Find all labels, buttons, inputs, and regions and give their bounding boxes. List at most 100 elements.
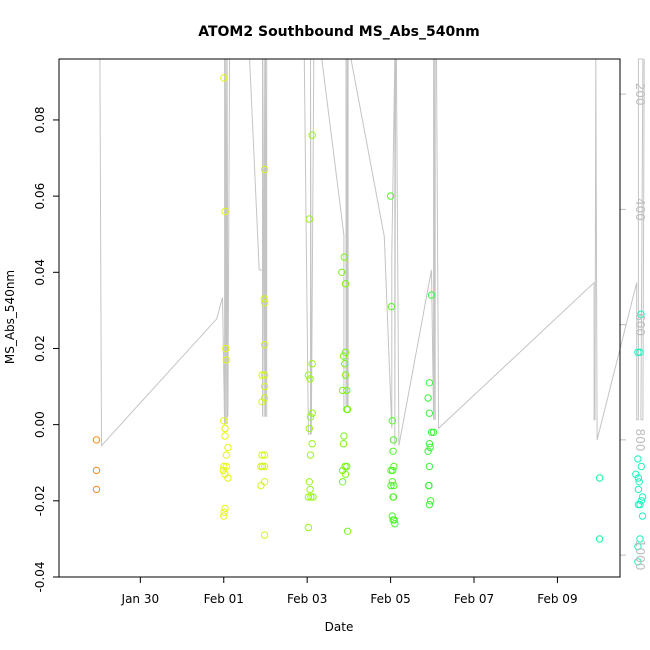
- data-point: [389, 447, 397, 455]
- data-point: [390, 516, 398, 524]
- data-point: [92, 485, 101, 494]
- data-point: [309, 493, 317, 501]
- data-point: [221, 432, 229, 440]
- series-feb-10: [595, 474, 604, 543]
- data-point: [632, 470, 640, 478]
- data-point: [258, 462, 267, 471]
- series-feb-05: [386, 192, 399, 528]
- y-tick-label: 0.04: [33, 259, 47, 286]
- data-point: [339, 440, 348, 448]
- data-point: [308, 440, 316, 448]
- data-point: [637, 462, 645, 471]
- data-point: [638, 512, 647, 520]
- y2-tick-label: 200: [633, 83, 647, 106]
- data-point: [426, 497, 435, 505]
- y-tick-label: 0.08: [33, 107, 47, 134]
- y2-tick-label: 1000: [633, 540, 647, 571]
- data-point: [224, 443, 232, 452]
- data-point: [389, 436, 398, 444]
- series-jan-28: [92, 436, 101, 494]
- data-point: [306, 375, 314, 383]
- data-point: [221, 207, 229, 216]
- data-point: [224, 474, 232, 482]
- data-point: [258, 371, 266, 379]
- data-point: [425, 500, 434, 509]
- data-point: [424, 447, 432, 455]
- data-point: [340, 432, 348, 440]
- y-tick-label: 0.06: [33, 183, 47, 210]
- data-point: [340, 253, 348, 261]
- data-point: [308, 409, 316, 417]
- data-point: [595, 535, 604, 543]
- data-point: [387, 481, 395, 490]
- y2-tick-label: 400: [633, 198, 647, 221]
- data-point: [260, 462, 269, 471]
- axes-layer: Jan 30 Feb 01 Feb 03 Feb 05 Feb 07 Feb 09 -0.0…: [33, 83, 647, 606]
- data-point: [260, 478, 269, 486]
- data-point: [260, 295, 268, 303]
- chart-title: ATOM2 Southbound MS_Abs_540nm: [198, 24, 480, 40]
- data-point: [424, 394, 432, 402]
- data-point: [341, 348, 350, 356]
- series-feb-03: [304, 131, 317, 532]
- data-point: [424, 481, 433, 490]
- data-point: [638, 493, 647, 501]
- series-feb-06: [424, 291, 438, 509]
- data-point: [221, 504, 229, 513]
- data-points-layer: [92, 74, 647, 566]
- y-tick-label: 0.02: [33, 335, 47, 362]
- x-tick-label: Feb 05: [370, 592, 410, 606]
- y2-tick-label: 800: [633, 428, 647, 451]
- data-point: [341, 280, 350, 288]
- data-point: [634, 455, 642, 463]
- series-feb-02: [257, 165, 269, 539]
- data-point: [260, 531, 269, 539]
- x-tick-label: Feb 07: [454, 592, 494, 606]
- data-point: [341, 360, 349, 368]
- data-point: [308, 360, 316, 368]
- data-point: [425, 379, 434, 387]
- data-point: [304, 371, 313, 379]
- data-point: [305, 478, 313, 486]
- data-point: [92, 466, 101, 475]
- data-point: [341, 462, 349, 471]
- data-point: [307, 493, 315, 501]
- data-point: [343, 405, 352, 414]
- data-point: [260, 451, 269, 459]
- data-point: [635, 478, 643, 486]
- data-point: [343, 527, 352, 535]
- x-tick-label: Feb 03: [287, 592, 327, 606]
- data-point: [306, 451, 315, 459]
- data-point: [427, 428, 436, 436]
- data-point: [304, 493, 313, 501]
- x-tick-label: Jan 30: [121, 592, 160, 606]
- data-point: [429, 428, 438, 436]
- data-point: [260, 382, 269, 391]
- data-point: [388, 512, 396, 520]
- data-point: [219, 466, 228, 475]
- data-point: [308, 131, 316, 139]
- data-point: [634, 485, 643, 494]
- data-point: [339, 352, 348, 360]
- data-point: [338, 386, 347, 395]
- data-point: [391, 520, 399, 528]
- data-point: [220, 417, 228, 425]
- data-point: [390, 481, 398, 490]
- data-point: [260, 371, 269, 379]
- data-point: [386, 192, 395, 200]
- data-point: [257, 481, 265, 490]
- x-axis-label: Date: [325, 620, 354, 634]
- series-feb-04: [338, 253, 352, 535]
- data-point: [389, 493, 398, 501]
- data-point: [388, 417, 396, 425]
- data-point: [341, 470, 350, 478]
- data-point: [305, 424, 313, 433]
- data-point: [425, 409, 434, 417]
- data-point: [306, 413, 315, 421]
- data-point: [338, 268, 346, 276]
- x-tick-label: Feb 09: [537, 592, 577, 606]
- data-point: [220, 512, 228, 520]
- data-point: [634, 558, 642, 566]
- x-tick-label: Feb 01: [204, 592, 244, 606]
